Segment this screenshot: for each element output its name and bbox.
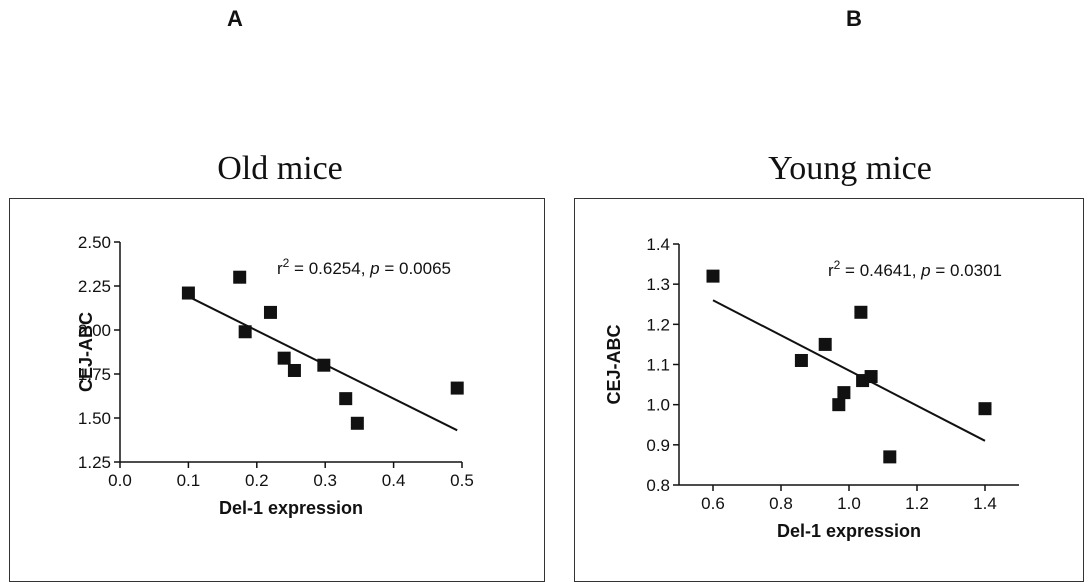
data-point (233, 270, 247, 284)
x-tick-label: 0.8 (769, 494, 793, 513)
y-tick-label: 1.3 (646, 275, 670, 294)
data-point (706, 269, 720, 283)
data-point (238, 325, 252, 339)
x-tick-label: 0.5 (450, 471, 474, 490)
panel-letter-b: B (846, 6, 862, 31)
x-axis-label: Del-1 expression (219, 498, 363, 518)
x-tick-label: 0.3 (313, 471, 337, 490)
x-tick-label: 1.4 (973, 494, 997, 513)
data-point (339, 392, 353, 406)
x-axis-label: Del-1 expression (777, 521, 921, 541)
data-point (794, 353, 808, 367)
x-tick-label: 0.2 (245, 471, 269, 490)
chart-frame-young-mice (574, 198, 1084, 582)
y-tick-label: 1.75 (78, 365, 111, 384)
chart-0: 1.25 1.50 1.75 2.00 2.25 2.50 0.0 0.1 0.2 0.3 0.4 0… (76, 233, 474, 518)
data-point (832, 398, 846, 412)
x-tick-label: 0.6 (701, 494, 725, 513)
y-tick-label: 2.25 (78, 277, 111, 296)
data-point (854, 305, 868, 319)
x-tick-label: 1.0 (837, 494, 861, 513)
y-tick-label: 2.50 (78, 233, 111, 252)
y-tick-label: 1.50 (78, 409, 111, 428)
x-tick-label: 0.1 (177, 471, 201, 490)
stats-annotation: r2 = 0.4641, p = 0.0301 (828, 258, 1002, 280)
data-point (277, 351, 291, 365)
x-tick-label: 0.0 (108, 471, 132, 490)
data-point (350, 416, 364, 430)
data-point (317, 358, 331, 372)
data-point (978, 402, 992, 416)
y-tick-label: 2.00 (78, 321, 111, 340)
x-tick-label: 1.2 (905, 494, 929, 513)
panel-letter-a: A (227, 6, 243, 31)
data-point (818, 337, 832, 351)
y-axis-label: CEJ-ABC (76, 312, 96, 392)
y-tick-label: 1.2 (646, 315, 670, 334)
y-tick-label: 1.1 (646, 356, 670, 375)
y-tick-label: 0.9 (646, 436, 670, 455)
data-point (837, 386, 851, 400)
regression-line (712, 299, 986, 442)
stats-annotation: r2 = 0.6254, p = 0.0065 (277, 256, 451, 278)
x-tick-label: 0.4 (382, 471, 406, 490)
data-point (287, 363, 301, 377)
y-tick-label: 1.4 (646, 235, 670, 254)
data-point (864, 370, 878, 384)
data-point (181, 286, 195, 300)
data-point (263, 305, 277, 319)
chart-title-young-mice: Young mice (768, 150, 932, 187)
chart-1: 0.8 0.9 1.0 1.1 1.2 1.3 1.4 0.6 0.8 1.0 1.2 1.4 Del-… (604, 235, 1019, 541)
data-point (883, 450, 897, 464)
y-tick-label: 1.25 (78, 453, 111, 472)
chart-title-old-mice: Old mice (217, 150, 343, 187)
y-tick-label: 0.8 (646, 476, 670, 495)
y-tick-label: 1.0 (646, 396, 670, 415)
data-point (450, 381, 464, 395)
y-axis-label: CEJ-ABC (604, 324, 624, 404)
